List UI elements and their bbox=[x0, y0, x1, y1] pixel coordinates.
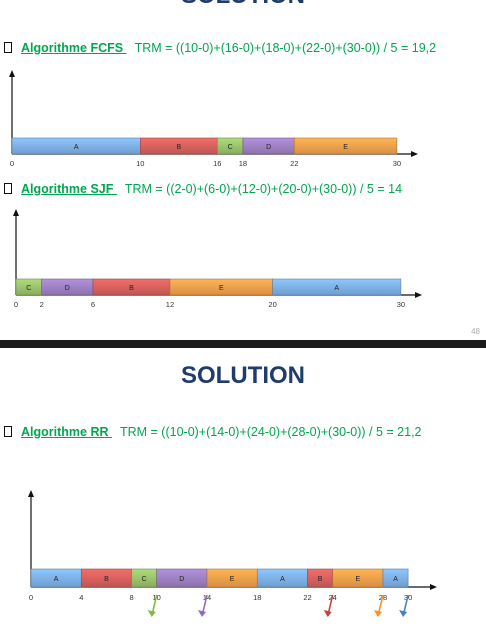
rr-completion-arrowhead-10 bbox=[147, 610, 156, 617]
rr-completion-arrow-28 bbox=[378, 594, 384, 613]
rr-bar-label: B bbox=[104, 576, 109, 583]
slide-title: SOLUTION bbox=[181, 362, 305, 389]
fcfs-algo-link[interactable]: Algorithme FCFS bbox=[21, 41, 127, 55]
sjf-y-axis-arrowhead bbox=[13, 209, 19, 216]
rr-completion-arrow-24 bbox=[327, 594, 334, 613]
rr-formula: TRM = ((10-0)+(14-0)+(24-0)+(28-0)+(30-0… bbox=[119, 425, 422, 439]
rr-completion-arrowhead-14 bbox=[197, 610, 206, 617]
rr-gantt-chart: ABCDEABEA04810141822242830 bbox=[28, 490, 437, 617]
bullet-icon bbox=[4, 183, 12, 194]
sjf-bar-a bbox=[272, 278, 402, 296]
slide-fcfs-sjf: SOLUTION Algorithme FCFS TRM = ((10-0)+(… bbox=[0, 0, 486, 336]
fcfs-formula: TRM = ((10-0)+(16-0)+(18-0)+(22-0)+(30-0… bbox=[134, 41, 437, 55]
rr-completion-arrowhead-30 bbox=[399, 610, 408, 617]
fcfs-tick-label: 10 bbox=[136, 159, 144, 168]
bullet-icon bbox=[4, 42, 12, 53]
bullet-icon bbox=[4, 426, 12, 437]
rr-tick-label: 0 bbox=[29, 593, 33, 602]
sjf-bar-label: E bbox=[219, 285, 224, 292]
slide-title: SOLUTION bbox=[0, 0, 486, 10]
sjf-tick-label: 0 bbox=[14, 300, 18, 309]
fcfs-formula-line: Algorithme FCFS TRM = ((10-0)+(16-0)+(18… bbox=[4, 41, 436, 55]
rr-algo-link[interactable]: Algorithme RR bbox=[21, 425, 112, 439]
sjf-gantt-chart: C D B E A 0 2 6 12 20 30 bbox=[13, 209, 422, 309]
rr-x-axis-arrowhead bbox=[430, 584, 437, 590]
rr-tick-label: 8 bbox=[129, 593, 133, 602]
rr-tick-label: 18 bbox=[253, 593, 261, 602]
sjf-tick-label: 20 bbox=[268, 300, 276, 309]
rr-bar-label: A bbox=[393, 576, 398, 583]
fcfs-bar-e bbox=[293, 137, 398, 155]
fcfs-tick-label: 18 bbox=[239, 159, 247, 168]
fcfs-gantt-chart: A B C D E 0 10 16 18 22 30 bbox=[9, 70, 418, 168]
rr-completion-arrow-30 bbox=[403, 594, 409, 613]
rr-completion-arrowhead-24 bbox=[323, 610, 332, 617]
fcfs-bar-label: B bbox=[176, 144, 181, 151]
sjf-x-axis-arrowhead bbox=[415, 292, 422, 298]
slide-divider bbox=[0, 340, 486, 348]
rr-bar-label: E bbox=[230, 576, 235, 583]
rr-bar-a bbox=[382, 568, 409, 588]
rr-bar-label: A bbox=[54, 576, 59, 583]
fcfs-tick-label: 16 bbox=[213, 159, 221, 168]
fcfs-bar-label: D bbox=[266, 144, 271, 151]
rr-tick-label: 4 bbox=[79, 593, 83, 602]
sjf-formula-line: Algorithme SJF TRM = ((2-0)+(6-0)+(12-0)… bbox=[4, 182, 402, 196]
fcfs-tick-label: 22 bbox=[290, 159, 298, 168]
fcfs-bar-label: C bbox=[228, 144, 233, 151]
sjf-tick-label: 12 bbox=[166, 300, 174, 309]
sjf-bar-label: D bbox=[65, 285, 70, 292]
rr-completion-arrowhead-28 bbox=[373, 610, 382, 617]
sjf-bar-label: A bbox=[334, 285, 339, 292]
sjf-algo-link[interactable]: Algorithme SJF bbox=[21, 182, 117, 196]
sjf-tick-label: 6 bbox=[91, 300, 95, 309]
rr-tick-label: 22 bbox=[303, 593, 311, 602]
sjf-bar-label: B bbox=[129, 285, 134, 292]
rr-bar-label: E bbox=[355, 576, 360, 583]
rr-formula-line: Algorithme RR TRM = ((10-0)+(14-0)+(24-0… bbox=[4, 425, 422, 439]
rr-completion-arrow-14 bbox=[202, 594, 208, 613]
rr-bar-label: A bbox=[280, 576, 285, 583]
fcfs-tick-label: 30 bbox=[393, 159, 401, 168]
sjf-formula: TRM = ((2-0)+(6-0)+(12-0)+(20-0)+(30-0))… bbox=[124, 182, 403, 196]
rr-y-axis-arrowhead bbox=[28, 490, 34, 497]
rr-completion-arrow-10 bbox=[151, 594, 158, 613]
fcfs-y-axis-arrowhead bbox=[9, 70, 15, 77]
rr-bar-label: B bbox=[318, 576, 323, 583]
page-number: 48 bbox=[471, 327, 480, 336]
sjf-bar-label: C bbox=[26, 285, 31, 292]
sjf-tick-label: 30 bbox=[397, 300, 405, 309]
sjf-tick-label: 2 bbox=[40, 300, 44, 309]
rr-bar-label: C bbox=[142, 576, 147, 583]
slide-rr: SOLUTION Algorithme RR TRM = ((10-0)+(14… bbox=[0, 348, 486, 626]
fcfs-x-axis-arrowhead bbox=[411, 151, 418, 157]
fcfs-tick-label: 0 bbox=[10, 159, 14, 168]
rr-bar-label: D bbox=[179, 576, 184, 583]
fcfs-bar-label: E bbox=[343, 144, 348, 151]
fcfs-bar-label: A bbox=[74, 144, 79, 151]
